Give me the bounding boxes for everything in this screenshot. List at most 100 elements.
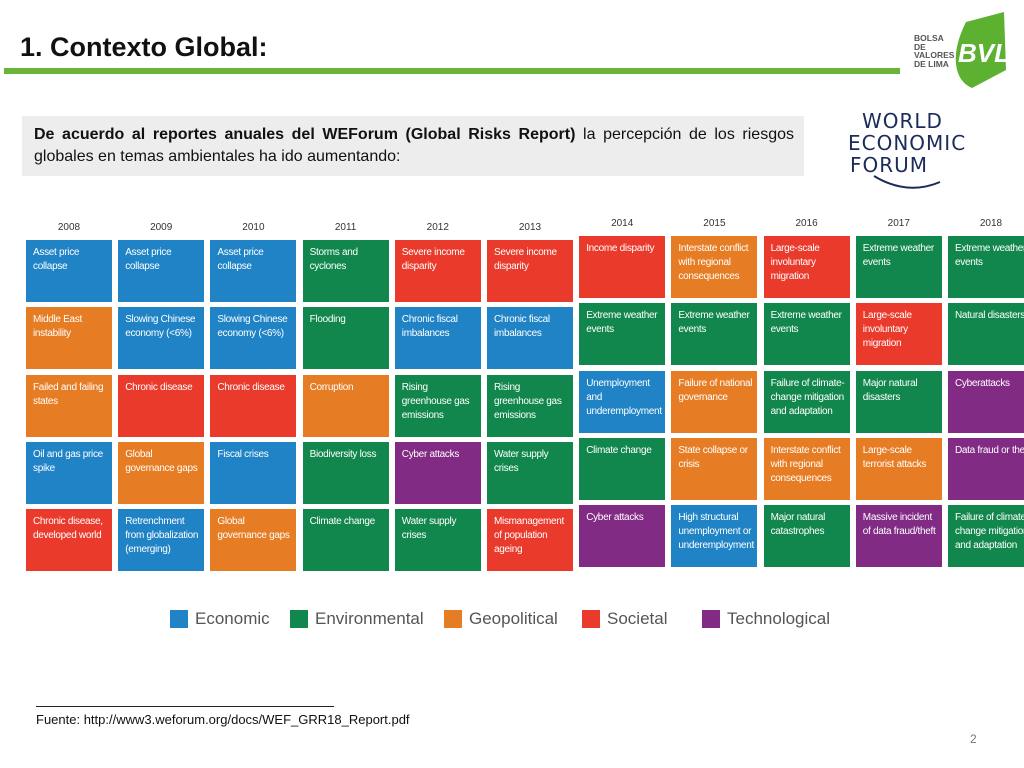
year-label: 2009 [150, 222, 173, 233]
wef-logo-line: FORUM [850, 153, 929, 177]
legend-item: Geopolitical [444, 608, 558, 630]
wef-logo-line: WORLD [862, 109, 943, 133]
bvl-logo-text: BOLSA DE VALORES DE LIMA [914, 34, 954, 68]
bvl-logo: BOLSA DE VALORES DE LIMA BVL [914, 12, 1006, 88]
risk-cell: Chronic disease, developed world [26, 509, 112, 572]
wef-logo-line: ECONOMIC [848, 131, 967, 155]
risk-cell: Chronic disease [118, 374, 205, 437]
intro-text-box: De acuerdo al reportes anuales del WEFor… [22, 116, 804, 176]
year-label: 2012 [426, 222, 449, 233]
risk-cell: Extreme weather events [763, 303, 850, 366]
risk-cell: Rising greenhouse gas emissions [487, 374, 573, 437]
bvl-logo-text-line: DE LIMA [914, 58, 949, 69]
risk-cell: Major natural catastrophes [763, 505, 850, 568]
source-citation: Fuente: http://www3.weforum.org/docs/WEF… [36, 712, 410, 727]
risk-grid: 2008 Asset price collapse Middle East inst… [26, 214, 1024, 578]
risk-cell: Retrenchment from globalization (emergin… [118, 509, 205, 572]
risk-cell: High structural unemployment or underemp… [671, 505, 758, 568]
risk-cell: Failure of climate-change mitigation and… [763, 370, 850, 433]
risk-cell: Extreme weather events [948, 236, 1024, 298]
legend-label: Technological [727, 609, 831, 628]
risk-cell: Global governance gaps [118, 441, 205, 504]
legend-swatch [290, 610, 308, 628]
risk-cell: Income disparity [579, 236, 666, 298]
risk-cell: Failure of national governance [671, 370, 758, 433]
intro-bold-text: De acuerdo al reportes anuales del WEFor… [34, 126, 576, 143]
intro-rest-text: la percepción de los riesgos globales en… [34, 126, 795, 165]
risk-cell: Slowing Chinese economy (<6%) [210, 307, 297, 370]
year-label: 2011 [334, 222, 357, 233]
risk-cell: Failure of climate-change mitigation and… [948, 505, 1024, 568]
risk-cell: Extreme weather events [579, 303, 666, 366]
slide-title: 1. Contexto Global: [20, 32, 268, 62]
year-label: 2013 [518, 222, 542, 233]
risk-cell: Asset price collapse [118, 240, 205, 302]
source-divider [36, 706, 334, 707]
wef-arc-icon [873, 175, 941, 189]
risk-cell: Chronic fiscal imbalances [487, 307, 573, 370]
risk-cell: Cyber attacks [394, 441, 481, 504]
bvl-logo-text-line: BOLSA DE [914, 33, 944, 52]
risk-cell: Biodiversity loss [302, 441, 389, 504]
risk-cell: State collapse or crisis [671, 437, 758, 500]
risk-cell: Interstate conflict with regional conseq… [763, 437, 850, 500]
legend-item: Economic [170, 608, 270, 630]
legend-label: Economic [195, 609, 270, 628]
risk-cell: Large-scale involuntary migration [855, 303, 942, 366]
risk-cell: Storms and cyclones [302, 240, 389, 302]
risk-cell: Chronic disease [210, 374, 297, 437]
legend-item: Societal [582, 608, 667, 630]
risk-cell: Severe income disparity [394, 240, 481, 302]
risk-cell: Large-scale involuntary migration [763, 236, 850, 298]
risk-cell: Massive incident of data fraud/theft [855, 505, 942, 568]
risk-cell: Unemployment and underemployment [579, 370, 666, 433]
risk-cell: Failed and failing states [26, 374, 112, 437]
risk-cell: Chronic fiscal imbalances [394, 307, 481, 370]
risk-cell: Cyber attacks [579, 505, 666, 568]
risk-cell: Extreme weather events [855, 236, 942, 298]
legend-label: Societal [607, 609, 668, 628]
legend-label: Geopolitical [469, 609, 558, 628]
legend-swatch [702, 610, 720, 628]
wef-logo: WORLD ECONOMIC FORUM [838, 109, 967, 194]
risk-cell: Asset price collapse [210, 240, 297, 302]
legend-swatch [444, 610, 462, 628]
risk-cell: Middle East instability [26, 307, 112, 370]
legend-swatch [170, 610, 188, 628]
legend-label: Environmental [315, 609, 424, 628]
risk-cell: Large-scale terrorist attacks [855, 437, 942, 500]
risk-cell: Climate change [579, 437, 666, 500]
risk-cell: Natural disasters [948, 303, 1024, 366]
legend: Economic Environmental Geopolitical Societa… [170, 608, 850, 630]
legend-item: Environmental [290, 608, 424, 630]
year-label: 2017 [887, 218, 910, 229]
year-label: 2015 [703, 218, 726, 229]
title-underline [4, 68, 900, 74]
year-label: 2010 [242, 222, 265, 233]
risk-cell: Asset price collapse [26, 240, 112, 302]
risk-cell: Extreme weather events [671, 303, 758, 366]
risk-cell: Water supply crises [487, 441, 573, 504]
risk-cell: Climate change [302, 509, 389, 572]
bvl-logo-text-line: VALORES [914, 50, 955, 60]
risk-cell: Global governance gaps [210, 509, 297, 572]
risk-cell: Data fraud or theft [948, 437, 1024, 500]
risk-cell: Severe income disparity [487, 240, 573, 302]
year-label: 2018 [979, 218, 1003, 229]
year-label: 2014 [611, 218, 634, 229]
risk-cell: Oil and gas price spike [26, 441, 112, 504]
bvl-leaf-icon: BVL [955, 12, 1006, 88]
risk-cell: Corruption [302, 374, 389, 437]
risk-cell: Mismanagement of population ageing [487, 509, 573, 572]
risk-cell: Water supply crises [394, 509, 481, 572]
year-label: 2008 [57, 222, 81, 233]
legend-swatch [582, 610, 600, 628]
legend-item: Technological [702, 608, 830, 630]
risk-cell: Major natural disasters [855, 370, 942, 433]
risk-cell: Flooding [302, 307, 389, 370]
risk-cell: Rising greenhouse gas emissions [394, 374, 481, 437]
risk-cell: Interstate conflict with regional conseq… [671, 236, 758, 298]
year-label: 2016 [795, 218, 818, 229]
risk-cell: Slowing Chinese economy (<6%) [118, 307, 205, 370]
svg-text:BVL: BVL [958, 38, 1006, 68]
